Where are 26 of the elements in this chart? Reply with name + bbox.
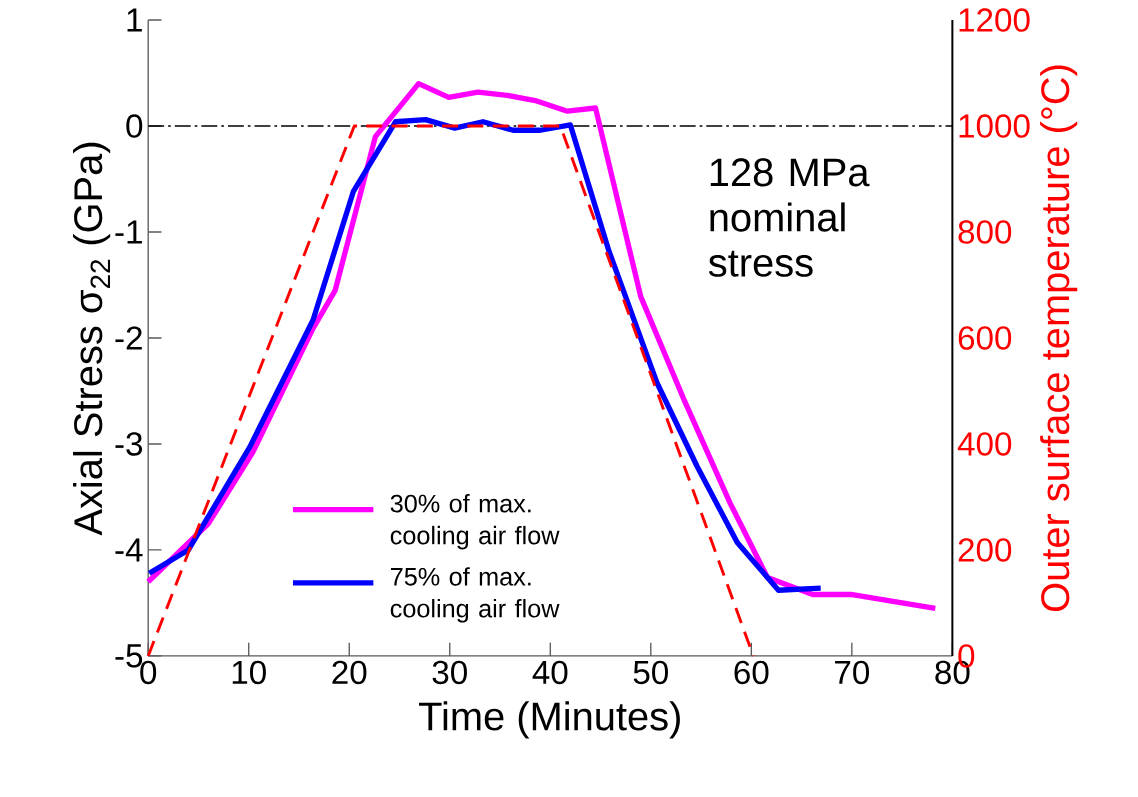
legend-label: 30% of max. cooling air flow (390, 494, 560, 550)
x-tick-label: 50 (633, 660, 668, 685)
y2-tick-label: 200 (958, 538, 1012, 562)
y-axis-title: Axial Stress σ$_{22}$ (GPa) (73, 142, 111, 536)
x-tick-label: 60 (734, 660, 769, 685)
x-axis-title: Time (Minutes) (419, 701, 680, 739)
y2-axis-title: Outer surface temperature (°C) (1040, 65, 1078, 612)
y2-tick-label: 1000 (959, 114, 1030, 138)
y-tick-label: -3 (115, 432, 143, 456)
y-tick-label: -5 (115, 644, 143, 668)
y-tick-label: -4 (115, 538, 143, 562)
x-tick-label: 20 (332, 660, 367, 685)
x-tick-label: 30 (432, 660, 467, 685)
x-tick-label: 70 (835, 660, 870, 685)
x-tick-label: 10 (232, 660, 266, 685)
legend-label: 75% of max. cooling air flow (390, 567, 560, 623)
y-tick-label: -2 (115, 326, 142, 350)
y2-tick-label: 1200 (959, 8, 1030, 32)
y2-tick-label: 800 (958, 220, 1012, 244)
annotation: 128 MPa nominal stress (708, 158, 870, 277)
y2-tick-label: 600 (958, 326, 1012, 350)
y-tick-label: 1 (127, 8, 142, 32)
x-tick-label: 40 (532, 660, 568, 685)
y2-tick-label: 400 (957, 432, 1012, 456)
y-tick-label: -1 (115, 220, 142, 244)
y-tick-label: 0 (126, 114, 143, 138)
